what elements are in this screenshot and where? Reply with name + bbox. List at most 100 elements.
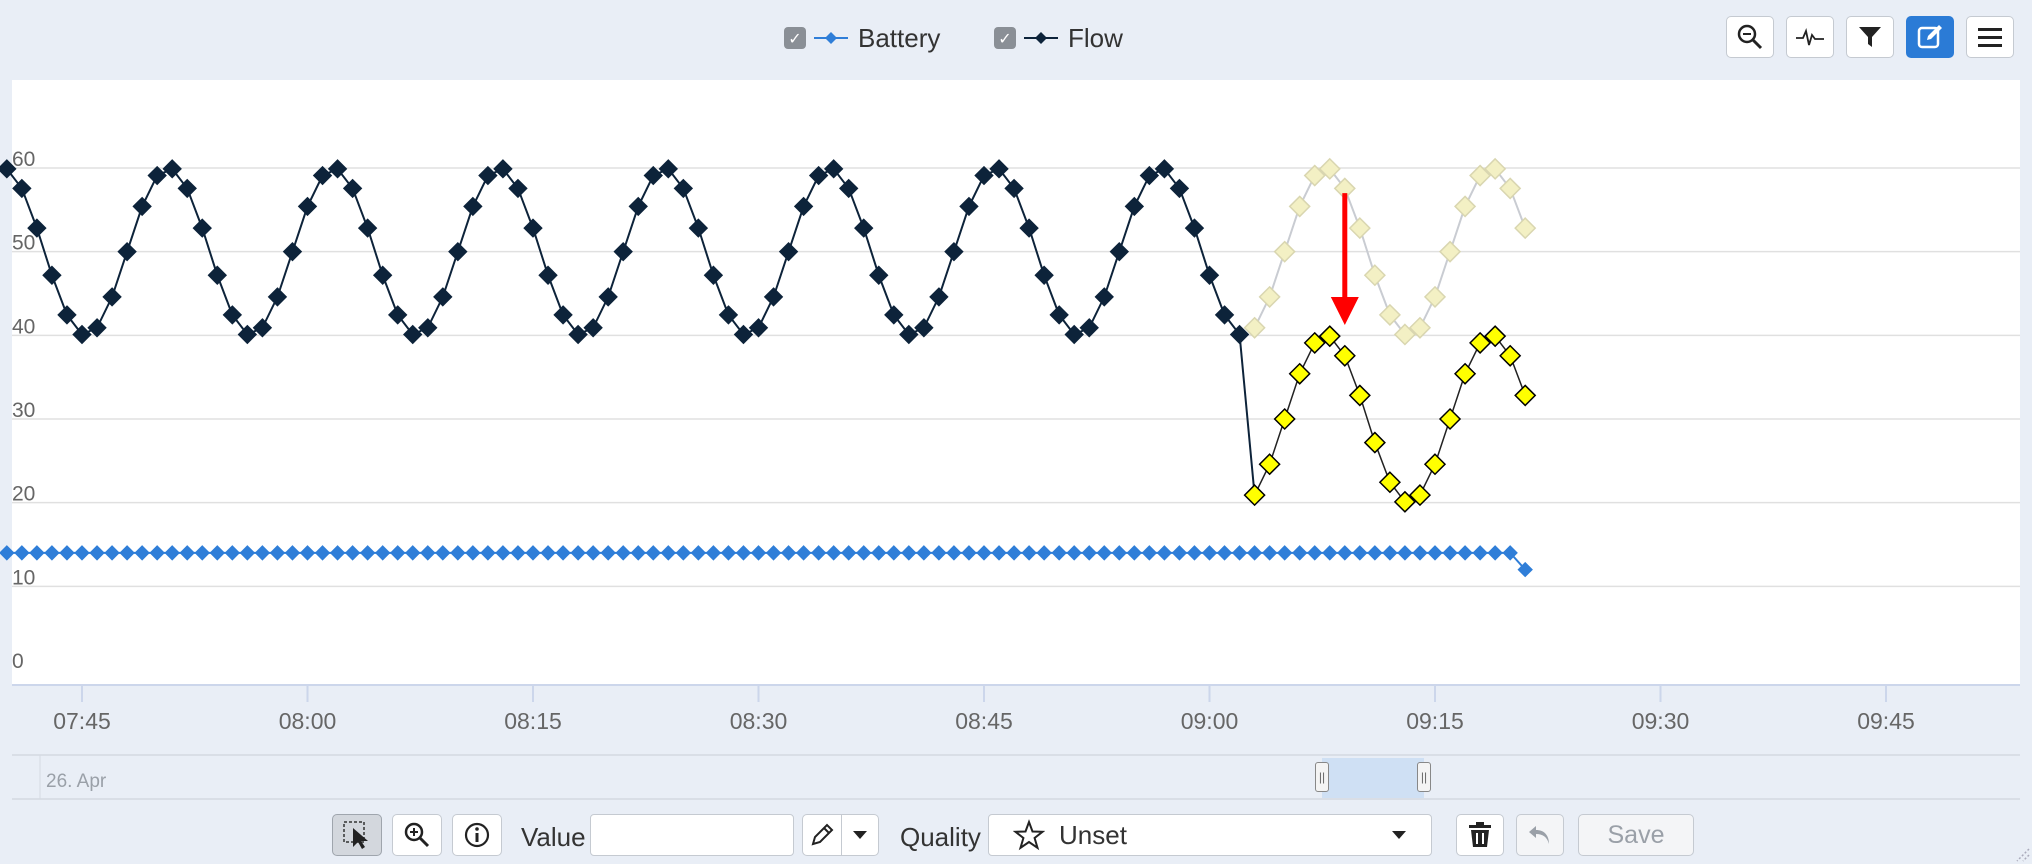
- info-tool-button[interactable]: [452, 814, 502, 856]
- series-layer: [0, 157, 1537, 578]
- battery-point: [480, 545, 496, 561]
- flow-point: [1034, 265, 1054, 285]
- legend-item-battery[interactable]: ✓ Battery: [784, 18, 940, 58]
- battery-point: [239, 545, 256, 561]
- flow-point: [57, 305, 77, 325]
- battery-point: [750, 545, 767, 561]
- flow-point: [42, 265, 62, 285]
- battery-point: [1186, 545, 1203, 561]
- battery-point: [1382, 545, 1398, 561]
- battery-checkbox[interactable]: ✓: [784, 27, 806, 49]
- y-tick-label: 40: [12, 315, 35, 338]
- flow-point: [974, 165, 994, 186]
- pencil-dropdown-button[interactable]: [841, 814, 879, 856]
- flow-point: [748, 318, 769, 338]
- battery-point: [810, 545, 827, 561]
- flow-edited-point: [1363, 431, 1386, 454]
- quality-select[interactable]: Unset: [988, 814, 1432, 856]
- battery-point: [359, 545, 376, 561]
- flow-point: [87, 318, 107, 338]
- flow-edited-point: [1484, 325, 1507, 348]
- battery-point: [510, 545, 526, 561]
- navigator[interactable]: 26. Apr || ||: [12, 754, 2020, 800]
- flow-original-point: [1423, 285, 1447, 308]
- legend-item-flow[interactable]: ✓ Flow: [994, 18, 1123, 58]
- flow-edited-point: [1499, 344, 1522, 367]
- battery-point: [1517, 561, 1533, 578]
- flow-point: [132, 196, 152, 217]
- battery-point: [1096, 545, 1112, 561]
- flow-point: [463, 196, 483, 217]
- flow-point: [613, 241, 633, 262]
- resize-grip-icon[interactable]: [2012, 844, 2030, 862]
- value-input[interactable]: [590, 814, 794, 856]
- grid: [12, 167, 2020, 588]
- flow-point: [433, 287, 453, 307]
- flow-original-point: [1408, 316, 1432, 339]
- battery-point: [675, 545, 692, 561]
- battery-point: [690, 545, 707, 561]
- filter-button[interactable]: [1846, 16, 1894, 58]
- caret-down-icon: [853, 831, 867, 839]
- menu-button[interactable]: [1966, 16, 2014, 58]
- flow-point: [222, 305, 243, 325]
- battery-point: [660, 545, 677, 561]
- flow-point: [823, 159, 844, 179]
- flow-edited-point: [1378, 471, 1401, 494]
- flow-point: [177, 178, 197, 199]
- pencil-icon: [811, 823, 834, 846]
- y-tick-label: 60: [12, 148, 35, 171]
- zoom-tool-button[interactable]: [392, 814, 442, 856]
- flow-point: [252, 318, 273, 338]
- flow-point: [72, 324, 92, 345]
- battery-point: [389, 545, 406, 561]
- navigator-handle-right[interactable]: ||: [1417, 762, 1431, 792]
- pencil-button[interactable]: [802, 814, 842, 856]
- select-tool-button[interactable]: [332, 814, 382, 856]
- flow-checkbox[interactable]: ✓: [994, 27, 1016, 49]
- flow-point: [643, 165, 663, 186]
- flow-point: [959, 196, 979, 217]
- battery-point: [119, 545, 135, 561]
- edit-button[interactable]: [1906, 16, 1954, 58]
- battery-point: [630, 545, 646, 561]
- flow-edited-point: [1393, 490, 1416, 513]
- edit-toolbar: Value Quality Unset Save: [0, 800, 2032, 864]
- flow-edited-point: [1333, 344, 1356, 367]
- flow-point: [869, 265, 889, 285]
- zoom-button[interactable]: [1726, 16, 1774, 58]
- battery-point: [149, 545, 165, 561]
- flow-point: [117, 241, 137, 262]
- battery-point: [1472, 545, 1488, 561]
- flow-original-point: [1348, 217, 1371, 240]
- battery-legend-marker: [814, 27, 848, 49]
- flow-point: [327, 159, 348, 179]
- battery-point: [29, 545, 45, 561]
- battery-point: [1021, 545, 1037, 561]
- flow-point: [418, 318, 438, 338]
- navigator-selection[interactable]: [1322, 758, 1424, 798]
- save-button[interactable]: Save: [1578, 814, 1694, 856]
- flow-point: [493, 159, 513, 179]
- flow-point: [583, 318, 603, 338]
- caret-down-icon: [1392, 831, 1406, 839]
- undo-button[interactable]: [1516, 814, 1564, 856]
- battery-point: [976, 545, 992, 561]
- navigator-handle-left[interactable]: ||: [1315, 762, 1329, 792]
- flow-point: [1229, 324, 1250, 345]
- battery-point: [164, 545, 180, 561]
- battery-point: [254, 545, 271, 561]
- flow-point: [192, 218, 212, 238]
- flow-edited-point: [1273, 407, 1296, 431]
- flow-point: [628, 196, 648, 217]
- x-tick-label: 08:45: [955, 708, 1013, 734]
- pulse-button[interactable]: [1786, 16, 1834, 58]
- battery-point: [1156, 545, 1173, 561]
- flow-point: [162, 159, 182, 179]
- delete-button[interactable]: [1456, 814, 1504, 856]
- x-tick-label: 09:45: [1857, 708, 1915, 734]
- flow-original-point: [1499, 177, 1522, 200]
- x-tick-label: 08:30: [730, 708, 788, 734]
- flow-point: [357, 218, 378, 238]
- battery-point: [495, 545, 511, 561]
